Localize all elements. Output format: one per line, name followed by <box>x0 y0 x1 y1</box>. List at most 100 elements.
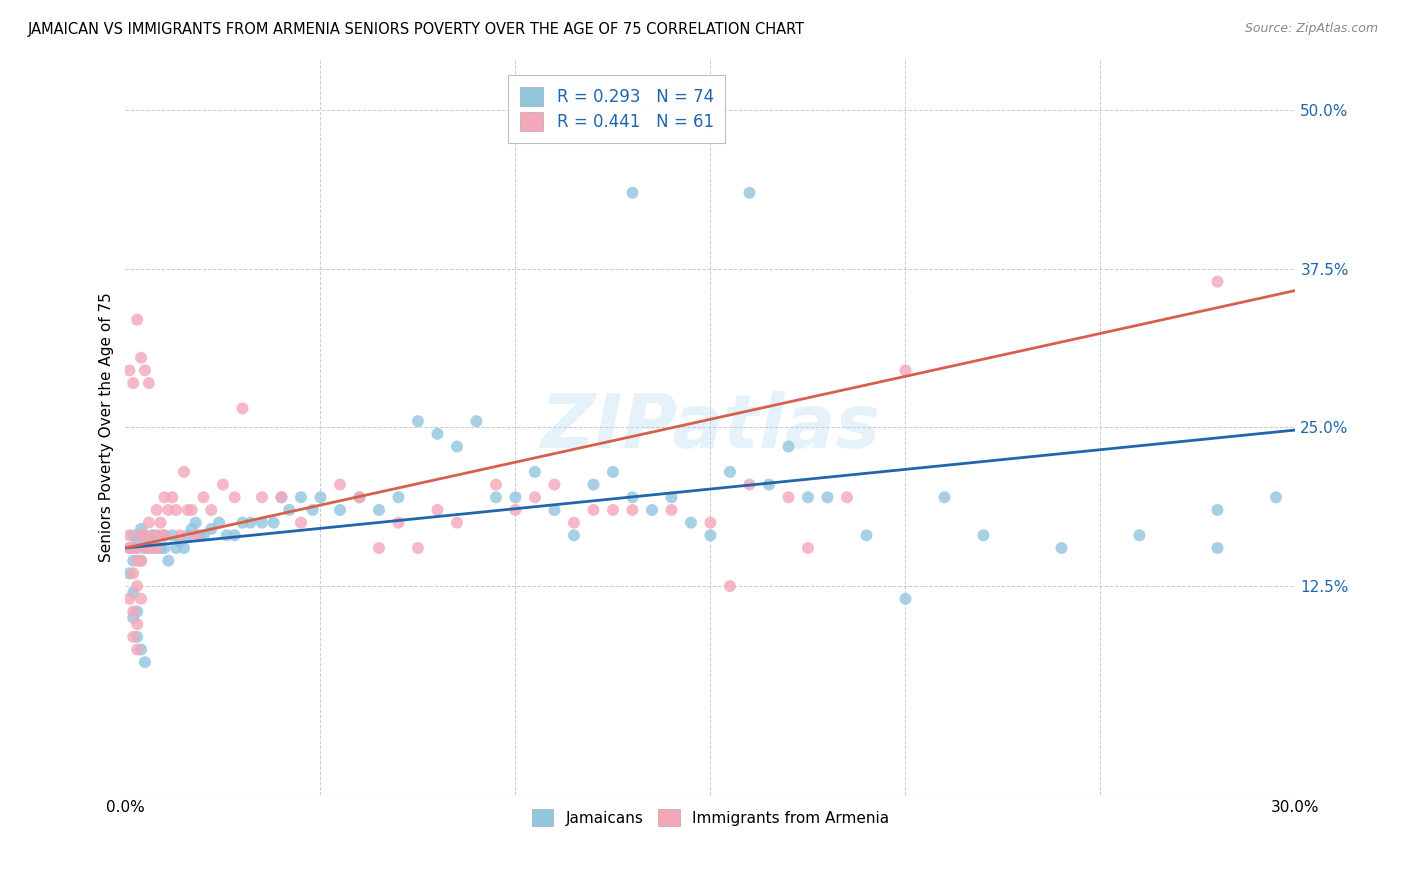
Legend: Jamaicans, Immigrants from Armenia: Jamaicans, Immigrants from Armenia <box>523 799 898 836</box>
Point <box>406 414 429 428</box>
Point <box>145 541 167 555</box>
Point <box>738 186 761 200</box>
Point <box>129 528 152 542</box>
Point <box>270 490 292 504</box>
Point <box>127 541 149 555</box>
Point <box>505 490 527 504</box>
Point <box>129 522 152 536</box>
Point <box>562 528 585 542</box>
Point <box>621 186 644 200</box>
Point <box>122 541 145 555</box>
Point <box>193 528 215 542</box>
Point <box>122 611 145 625</box>
Point <box>122 376 145 390</box>
Point <box>149 528 172 542</box>
Point <box>173 541 195 555</box>
Point <box>153 528 176 542</box>
Point <box>699 528 721 542</box>
Point <box>797 490 820 504</box>
Point <box>602 503 624 517</box>
Point <box>485 490 508 504</box>
Point <box>134 528 156 542</box>
Text: ZIPatlas: ZIPatlas <box>540 391 880 464</box>
Point <box>153 541 176 555</box>
Point <box>162 490 184 504</box>
Point <box>142 528 165 542</box>
Point <box>118 591 141 606</box>
Point <box>426 503 449 517</box>
Point <box>157 554 180 568</box>
Text: JAMAICAN VS IMMIGRANTS FROM ARMENIA SENIORS POVERTY OVER THE AGE OF 75 CORRELATI: JAMAICAN VS IMMIGRANTS FROM ARMENIA SENI… <box>28 22 806 37</box>
Point <box>127 617 149 632</box>
Point <box>200 503 222 517</box>
Point <box>894 363 917 377</box>
Point <box>200 522 222 536</box>
Point <box>972 528 994 542</box>
Point <box>406 541 429 555</box>
Point <box>368 541 391 555</box>
Point <box>250 516 273 530</box>
Point <box>122 566 145 581</box>
Point <box>145 528 167 542</box>
Point <box>188 528 211 542</box>
Point <box>127 579 149 593</box>
Point <box>349 490 371 504</box>
Point <box>301 503 323 517</box>
Point <box>679 516 702 530</box>
Point <box>169 534 191 549</box>
Point <box>122 528 145 542</box>
Point <box>118 528 141 542</box>
Point <box>145 503 167 517</box>
Point <box>894 591 917 606</box>
Point <box>250 490 273 504</box>
Point <box>738 477 761 491</box>
Point <box>387 490 409 504</box>
Point <box>127 604 149 618</box>
Point <box>208 516 231 530</box>
Point <box>224 490 246 504</box>
Point <box>835 490 858 504</box>
Point <box>661 490 683 504</box>
Point <box>118 541 141 555</box>
Point <box>562 516 585 530</box>
Point <box>149 541 172 555</box>
Point <box>129 351 152 365</box>
Point <box>817 490 839 504</box>
Point <box>127 630 149 644</box>
Point <box>153 528 176 542</box>
Point <box>661 503 683 517</box>
Text: Source: ZipAtlas.com: Source: ZipAtlas.com <box>1244 22 1378 36</box>
Point <box>309 490 332 504</box>
Point <box>127 312 149 326</box>
Point <box>129 554 152 568</box>
Point <box>778 490 800 504</box>
Point <box>142 534 165 549</box>
Point <box>329 477 352 491</box>
Point <box>122 604 145 618</box>
Point <box>290 516 312 530</box>
Point <box>270 490 292 504</box>
Point <box>162 528 184 542</box>
Point <box>134 528 156 542</box>
Point <box>212 477 235 491</box>
Point <box>149 516 172 530</box>
Point <box>129 554 152 568</box>
Point <box>165 541 187 555</box>
Y-axis label: Seniors Poverty Over the Age of 75: Seniors Poverty Over the Age of 75 <box>100 293 114 562</box>
Point <box>127 534 149 549</box>
Point <box>138 376 160 390</box>
Point <box>778 440 800 454</box>
Point <box>224 528 246 542</box>
Point <box>1206 541 1229 555</box>
Point <box>138 541 160 555</box>
Point <box>718 465 741 479</box>
Point <box>582 503 605 517</box>
Point <box>177 528 200 542</box>
Point <box>465 414 488 428</box>
Point <box>134 541 156 555</box>
Point <box>523 465 546 479</box>
Point <box>169 528 191 542</box>
Point <box>797 541 820 555</box>
Point <box>122 630 145 644</box>
Point <box>180 522 202 536</box>
